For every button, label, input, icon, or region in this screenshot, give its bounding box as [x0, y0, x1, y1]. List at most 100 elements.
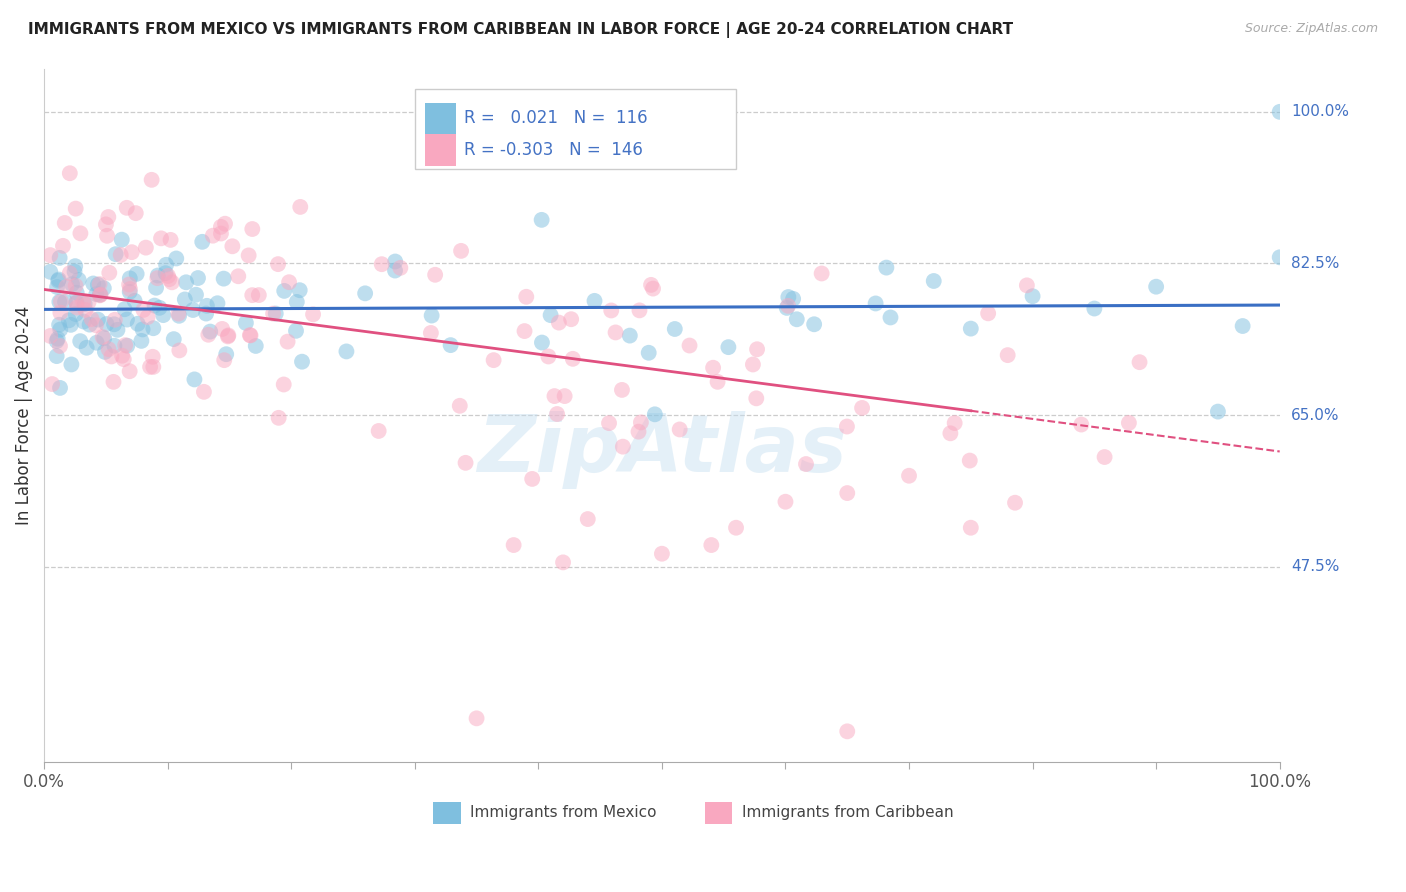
Point — [702, 360, 724, 375]
Point — [49, 339, 72, 353]
Point — [139, 359, 162, 374]
Point — [69, 334, 91, 348]
Point — [46, 280, 69, 294]
Point — [104, 312, 127, 326]
Point — [49, 305, 72, 319]
Text: 100.0%: 100.0% — [1291, 104, 1348, 120]
Point — [55, 280, 77, 294]
FancyBboxPatch shape — [415, 89, 737, 169]
Point — [181, 303, 204, 318]
Point — [537, 350, 560, 364]
Point — [977, 306, 1000, 320]
Point — [810, 267, 832, 281]
Point — [217, 329, 239, 343]
Point — [1268, 250, 1291, 264]
Point — [53, 216, 76, 230]
Point — [97, 342, 120, 356]
Point — [240, 288, 263, 302]
Point — [63, 259, 86, 273]
Point — [118, 271, 141, 285]
Point — [143, 299, 166, 313]
Point — [118, 285, 141, 299]
Point — [197, 327, 219, 342]
Point — [131, 334, 153, 348]
Point — [576, 512, 599, 526]
Point — [515, 290, 537, 304]
Point — [465, 711, 488, 725]
Point — [450, 244, 472, 258]
Point — [389, 260, 412, 275]
Point — [959, 453, 981, 467]
Point — [84, 318, 107, 333]
Point — [664, 322, 686, 336]
Point — [142, 350, 165, 364]
Point — [335, 344, 357, 359]
Point — [75, 302, 97, 317]
Point — [267, 257, 290, 271]
Point — [778, 290, 800, 304]
Point — [420, 309, 443, 323]
Point — [644, 407, 666, 421]
Point — [72, 295, 94, 310]
Point — [53, 294, 76, 309]
Point — [384, 254, 406, 268]
Point — [288, 283, 311, 297]
Point — [302, 307, 325, 321]
Point — [277, 334, 299, 349]
Text: 47.5%: 47.5% — [1291, 559, 1339, 574]
Point — [150, 231, 173, 245]
Point — [419, 326, 441, 340]
Point — [66, 285, 89, 300]
Text: R =   0.021   N =  116: R = 0.021 N = 116 — [464, 110, 648, 128]
Point — [124, 293, 146, 308]
Point — [73, 314, 96, 328]
Point — [49, 322, 72, 336]
Point — [79, 318, 101, 332]
Point — [706, 375, 728, 389]
Point — [97, 210, 120, 224]
Point — [502, 538, 524, 552]
Point — [238, 248, 260, 262]
Point — [627, 425, 650, 439]
Point — [628, 303, 651, 318]
Point — [91, 330, 114, 344]
Point — [174, 275, 197, 289]
Point — [39, 265, 62, 279]
Point — [60, 277, 83, 292]
Point — [384, 263, 406, 277]
Point — [354, 286, 377, 301]
Point — [80, 312, 103, 326]
Point — [262, 307, 284, 321]
Point — [273, 284, 295, 298]
Point — [600, 303, 623, 318]
Point — [285, 324, 308, 338]
Point — [214, 217, 236, 231]
Point — [39, 248, 62, 262]
Point — [132, 302, 155, 317]
Point — [77, 295, 100, 310]
Point — [851, 401, 873, 415]
Point — [775, 494, 797, 508]
Point — [610, 383, 633, 397]
Point — [554, 389, 576, 403]
Point — [959, 321, 981, 335]
Point — [454, 456, 477, 470]
Point — [247, 288, 270, 302]
Point — [107, 323, 129, 337]
Point — [49, 294, 72, 309]
Point — [794, 457, 817, 471]
Point — [546, 407, 568, 421]
Point — [725, 521, 748, 535]
Point — [48, 318, 70, 332]
Point — [211, 322, 233, 336]
Point — [114, 302, 136, 317]
Point — [837, 486, 859, 500]
Point — [103, 375, 125, 389]
Point — [879, 310, 901, 325]
Text: Immigrants from Caribbean: Immigrants from Caribbean — [742, 805, 953, 820]
Text: R = -0.303   N =  146: R = -0.303 N = 146 — [464, 141, 643, 160]
FancyBboxPatch shape — [706, 802, 733, 824]
Point — [212, 353, 235, 368]
Point — [82, 277, 104, 291]
Point — [668, 422, 690, 436]
